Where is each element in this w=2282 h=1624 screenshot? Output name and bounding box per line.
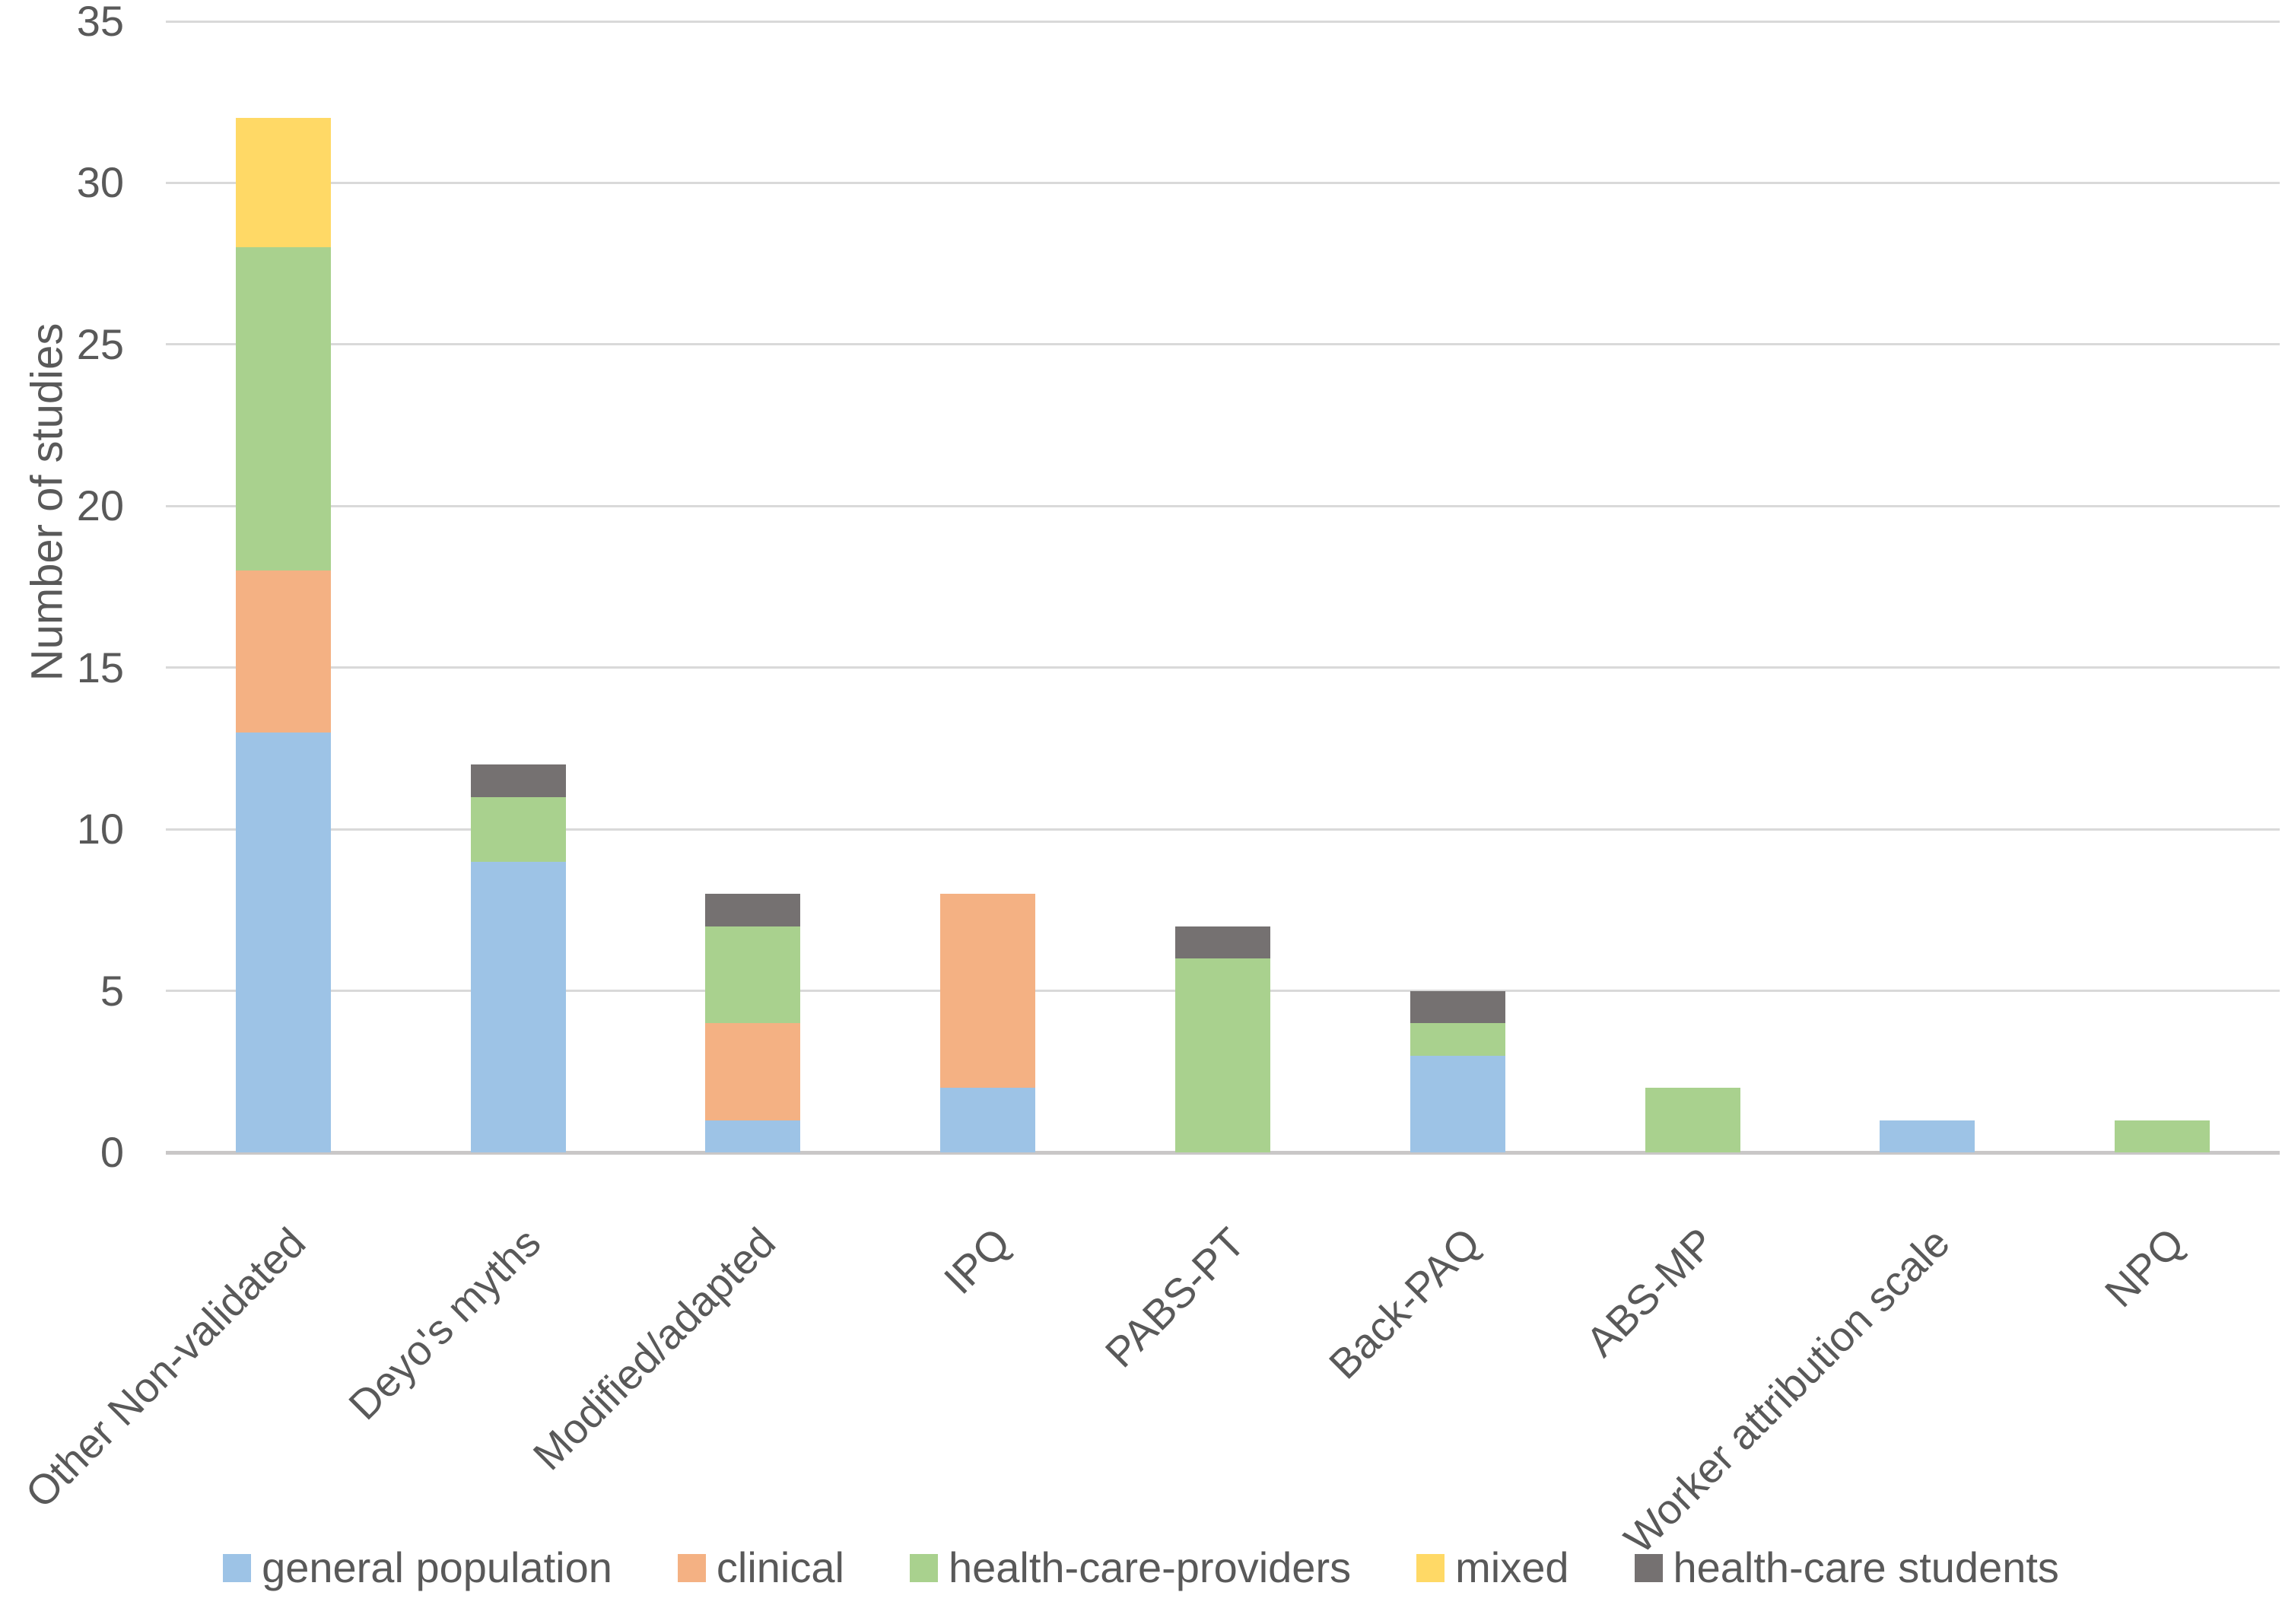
gridline-10 (166, 828, 2280, 831)
bar-segment-general-population-ipq (940, 1088, 1036, 1152)
bar-segment-mixed-other-non-validated (235, 118, 331, 248)
bar-segment-clinical-other-non-validated (235, 570, 331, 733)
gridline-20 (166, 504, 2280, 507)
legend-swatch-clinical (677, 1553, 706, 1582)
bar-segment-general-population-deyo-s-myths (470, 861, 566, 1152)
bar-deyo-s-myths: Deyo's myths (339, 21, 636, 1429)
bar-npq: NPQ (2045, 21, 2280, 1316)
bar-segment-general-population-back-paq (1410, 1055, 1505, 1152)
bar-abs-mp: ABS-MP (1575, 21, 1810, 1365)
legend-item-clinical: clinical (677, 1543, 844, 1591)
bar-segment-health-care-students-back-paq (1410, 990, 1505, 1024)
x-axis-label-pabs-pt: PABS-PT (1096, 1219, 1254, 1377)
bar-segment-clinical-modified-adapted (705, 1023, 801, 1120)
bar-ipq: IPQ (870, 21, 1105, 1303)
bar-segment-general-population-worker-attribution-scale (1880, 1120, 1975, 1152)
bar-segment-clinical-ipq (940, 894, 1036, 1088)
x-axis-line (166, 1150, 2280, 1155)
x-axis-label-modified-adapted: Modified/adapted (523, 1219, 784, 1479)
gridline-15 (166, 666, 2280, 669)
legend-label-mixed: mixed (1455, 1543, 1569, 1591)
legend-label-general-population: general population (262, 1543, 612, 1591)
bar-segment-health-care-students-deyo-s-myths (470, 764, 566, 797)
legend-label-health-care-students: health-care students (1673, 1543, 2059, 1591)
y-axis-title: Number of studies (22, 323, 72, 682)
bar-segment-health-care-providers-deyo-s-myths (470, 796, 566, 862)
bar-segment-health-care-providers-abs-mp (1645, 1088, 1740, 1152)
legend-swatch-mixed (1416, 1553, 1445, 1582)
y-tick-label-5: 5 (100, 966, 124, 1015)
y-tick-label-30: 30 (76, 158, 124, 207)
bar-modified-adapted: Modified/adapted (524, 21, 871, 1479)
bar-segment-health-care-providers-pabs-pt (1175, 958, 1271, 1152)
bar-worker-attribution-scale: Worker attribution scale (1615, 21, 2045, 1562)
y-tick-label-0: 0 (100, 1128, 124, 1176)
gridline-35 (166, 20, 2280, 23)
bar-segment-health-care-students-modified-adapted (705, 894, 801, 926)
bar-segment-health-care-students-pabs-pt (1175, 926, 1271, 959)
legend-item-health-care-students: health-care students (1634, 1543, 2059, 1591)
bars-row: Other Non-validated Deyo's myths Modified/… (17, 21, 2280, 1562)
legend-label-clinical: clinical (716, 1543, 844, 1591)
plot-area: 0 5 10 15 20 25 30 35 Other Non-validated Deyo's … (17, 0, 2280, 1562)
gridline-25 (166, 343, 2280, 346)
x-axis-label-back-paq: Back-PAQ (1319, 1219, 1489, 1388)
legend-item-general-population: general population (223, 1546, 612, 1589)
legend-item-mixed: mixed (1416, 1543, 1569, 1591)
legend-item-health-care-providers: health-care-providers (909, 1543, 1352, 1591)
y-tick-label-15: 15 (76, 643, 124, 691)
legend-swatch-health-care-providers (909, 1553, 938, 1582)
bar-back-paq: Back-PAQ (1320, 21, 1575, 1388)
bar-segment-general-population-modified-adapted (705, 1120, 801, 1152)
legend-swatch-health-care-students (1634, 1553, 1663, 1582)
legend-label-health-care-providers: health-care-providers (948, 1543, 1352, 1591)
bar-segment-health-care-providers-back-paq (1410, 1023, 1505, 1056)
x-axis-label-deyo-s-myths: Deyo's myths (339, 1219, 550, 1429)
bar-segment-health-care-providers-other-non-validated (235, 247, 331, 571)
bar-pabs-pt: PABS-PT (1096, 21, 1340, 1377)
x-axis-label-abs-mp: ABS-MP (1577, 1219, 1724, 1366)
bar-segment-health-care-providers-npq (2115, 1120, 2210, 1152)
y-tick-label-35: 35 (76, 0, 124, 45)
gridline-30 (166, 181, 2280, 184)
bar-segment-health-care-providers-modified-adapted (705, 926, 801, 1024)
legend: general population clinical health-care-pr… (0, 1546, 2282, 1589)
x-axis-label-other-non-validated: Other Non-validated (16, 1219, 315, 1518)
bar-other-non-validated: Other Non-validated (17, 21, 401, 1517)
legend-swatch-general-population (223, 1553, 252, 1582)
y-tick-label-10: 10 (76, 805, 124, 853)
y-tick-label-20: 20 (76, 481, 124, 530)
y-tick-label-25: 25 (76, 319, 124, 368)
x-axis-label-ipq: IPQ (934, 1219, 1019, 1304)
bar-segment-general-population-other-non-validated (235, 732, 331, 1152)
x-axis-label-npq: NPQ (2096, 1219, 2194, 1317)
